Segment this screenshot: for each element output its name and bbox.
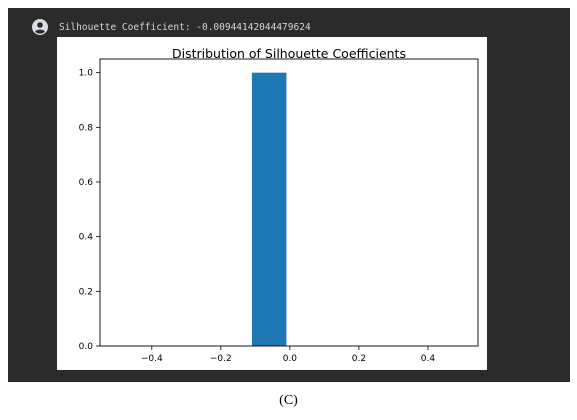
y-tick-label: 0.0: [79, 342, 94, 352]
x-tick-label: −0.2: [210, 354, 232, 364]
y-tick-label: 0.8: [79, 123, 94, 133]
account-circle-icon: [32, 19, 48, 35]
y-tick-label: 0.2: [79, 287, 93, 297]
plot-frame: [99, 58, 479, 347]
x-tick-label: −0.4: [141, 354, 163, 364]
histogram-chart: Distribution of Silhouette Coefficients …: [79, 46, 479, 364]
x-tick-label: 0.2: [352, 354, 366, 364]
output-panel: Silhouette Coefficient: -0.0094414204447…: [8, 8, 570, 382]
y-tick-label: 0.4: [79, 233, 94, 243]
histogram-bar: [251, 72, 287, 346]
x-tick-label: 0.0: [283, 354, 298, 364]
histogram-figure: Distribution of Silhouette Coefficients …: [57, 37, 487, 370]
y-tick-label: 0.6: [79, 178, 94, 188]
output-text: Silhouette Coefficient: -0.0094414204447…: [59, 22, 311, 33]
y-tick-label: 1.0: [79, 69, 94, 79]
figure-caption: (C): [279, 393, 298, 408]
chart-title: Distribution of Silhouette Coefficients: [172, 46, 406, 61]
x-tick-label: 0.4: [421, 354, 436, 364]
